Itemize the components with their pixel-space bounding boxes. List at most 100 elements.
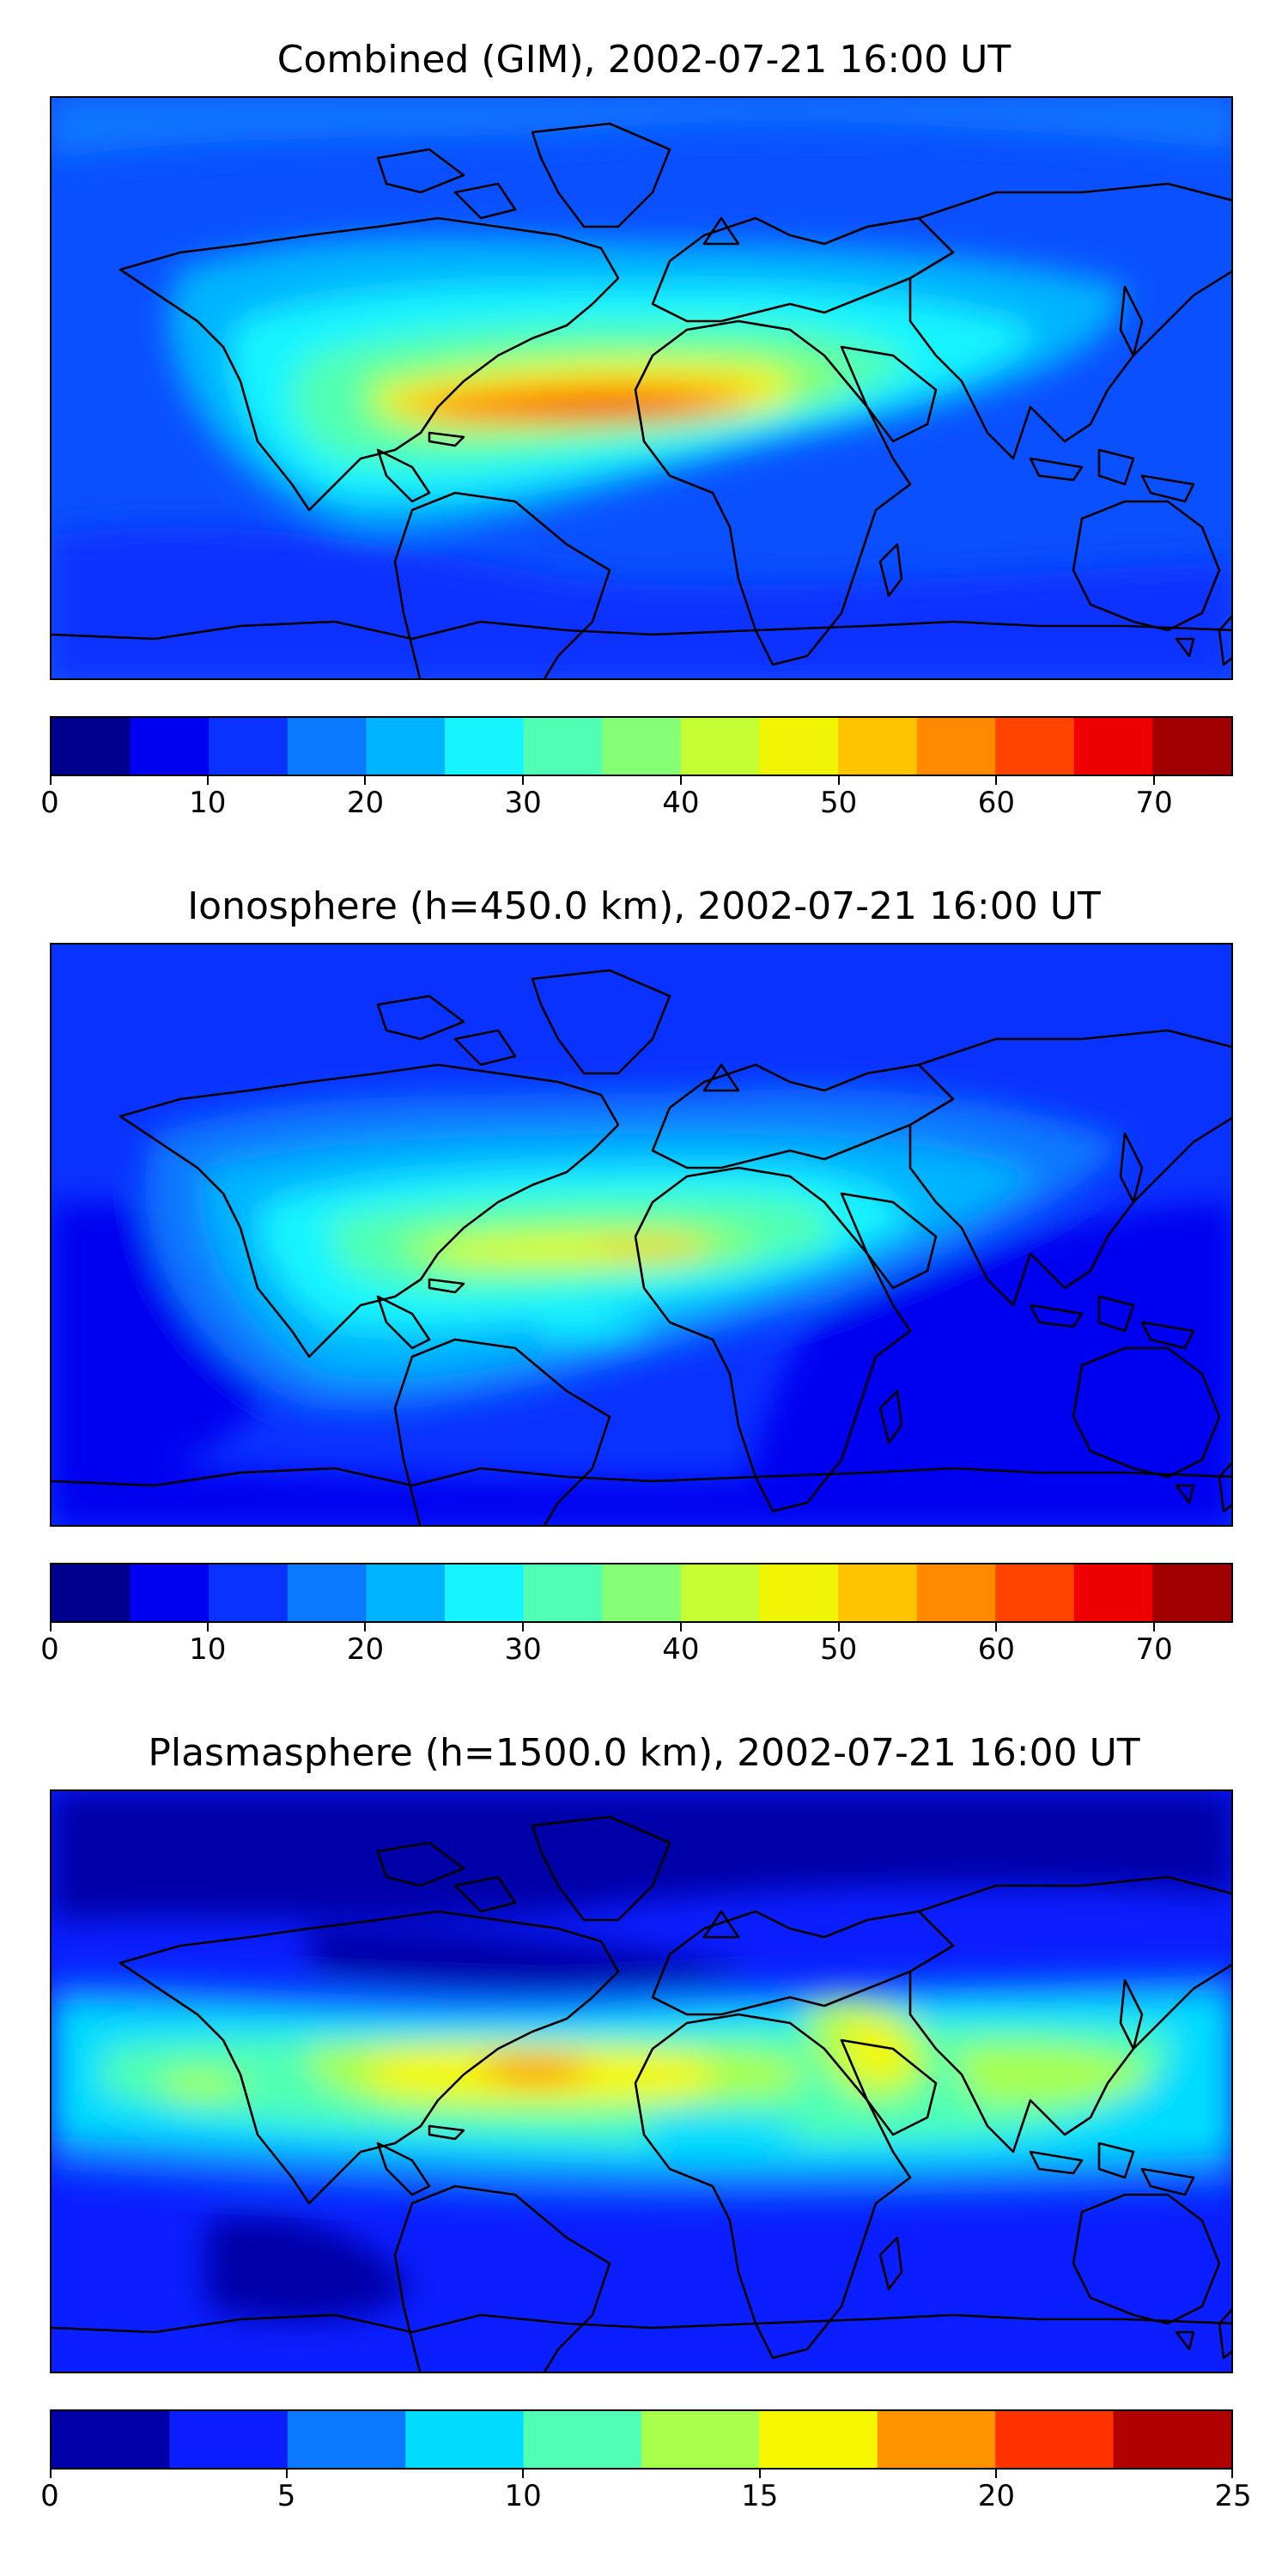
colorbar-swatch	[995, 2411, 1115, 2468]
colorbar-swatch	[916, 1564, 996, 1621]
colorbar-tick-label: 40	[662, 1632, 700, 1667]
colorbar-tick-label: 30	[504, 1632, 542, 1667]
colorbar-tick-mark	[50, 1623, 52, 1631]
colorbar-swatch	[287, 718, 367, 775]
colorbar-tick-label: 60	[977, 1632, 1016, 1667]
colorbar-swatch	[287, 2411, 406, 2468]
colorbar-swatch	[680, 718, 760, 775]
colorbar-tick-mark	[206, 1623, 209, 1631]
colorbar-tick-mark	[837, 776, 840, 785]
colorbar-swatch	[209, 718, 289, 775]
colorbar-tick-mark	[995, 1623, 998, 1631]
colorbar-swatch	[877, 2411, 996, 2468]
tec-map-plasmasphere	[50, 1789, 1233, 2373]
colorbar-tick-label: 0	[40, 786, 59, 820]
colorbar-tick-mark	[522, 776, 525, 785]
colorbar-swatch	[130, 718, 210, 775]
colorbar-tick-mark	[679, 776, 682, 785]
colorbar-tick-label: 40	[662, 786, 700, 820]
colorbar-swatch	[523, 1564, 603, 1621]
contour-field	[52, 98, 1231, 678]
colorbar-tick-label: 0	[40, 1632, 59, 1667]
colorbar-tick-label: 15	[741, 2479, 779, 2513]
colorbar-swatch	[52, 1564, 131, 1621]
colorbar-tick-mark	[995, 776, 998, 785]
colorbar-tick-mark	[364, 1623, 367, 1631]
colorbar-swatch	[1113, 2411, 1231, 2468]
colorbar-ticks: 0 5 10 15 20 25	[40, 2470, 1252, 2521]
colorbar-swatch	[759, 718, 839, 775]
colorbar-tick-label: 5	[276, 2479, 296, 2513]
tec-map-ionosphere	[50, 943, 1233, 1527]
colorbar-tick-label: 50	[820, 1632, 858, 1667]
colorbar-tick-label: 20	[346, 786, 385, 820]
colorbar-swatch	[523, 718, 603, 775]
colorbar-tick-label: 20	[346, 1632, 385, 1667]
colorbar-swatch	[602, 1564, 682, 1621]
colorbar-ticks: 0 10 20 30 40 50 60 70	[40, 776, 1233, 828]
colorbar-tick-label: 10	[504, 2479, 542, 2513]
contour-field	[52, 945, 1231, 1525]
colorbar-tick-label: 10	[189, 786, 227, 820]
colorbar-tick-mark	[1153, 776, 1156, 785]
colorbar-swatch	[52, 718, 131, 775]
colorbar-swatch	[209, 1564, 289, 1621]
colorbar-tick-label: 60	[977, 786, 1016, 820]
colorbar-swatch	[759, 2411, 878, 2468]
colorbar-swatch	[287, 1564, 367, 1621]
colorbar-swatch	[1152, 718, 1231, 775]
colorbar-swatch	[169, 2411, 289, 2468]
colorbar-tick-mark	[758, 2470, 761, 2478]
colorbar-ionosphere	[50, 1563, 1233, 1623]
colorbar-swatch	[916, 718, 996, 775]
colorbar-tick-mark	[364, 776, 367, 785]
colorbar-swatch	[445, 1564, 525, 1621]
colorbar-swatch	[366, 718, 446, 775]
colorbar-swatch	[366, 1564, 446, 1621]
colorbar-swatch	[52, 2411, 170, 2468]
colorbar-swatch	[523, 2411, 642, 2468]
colorbar-swatch	[1073, 718, 1153, 775]
colorbar-tick-mark	[50, 776, 52, 785]
colorbar-tick-mark	[1231, 2470, 1233, 2478]
colorbar-tick-mark	[1153, 1623, 1156, 1631]
panel-title: Combined (GIM), 2002-07-21 16:00 UT	[276, 38, 1012, 82]
colorbar-swatch	[759, 1564, 839, 1621]
colorbar-swatches	[52, 2411, 1231, 2468]
colorbar-tick-mark	[522, 2470, 525, 2478]
colorbar-tick-label: 25	[1214, 2479, 1252, 2513]
colorbar-plasmasphere	[50, 2409, 1233, 2470]
colorbar-tick-mark	[206, 776, 209, 785]
colorbar-swatch	[838, 718, 918, 775]
colorbar-tick-label: 0	[40, 2479, 59, 2513]
colorbar-swatch	[838, 1564, 918, 1621]
colorbar-swatches	[52, 718, 1231, 775]
colorbar-ticks: 0 10 20 30 40 50 60 70	[40, 1623, 1233, 1674]
contour-field	[52, 1791, 1231, 2372]
panel-title: Plasmasphere (h=1500.0 km), 2002-07-21 1…	[148, 1731, 1140, 1775]
colorbar-swatches	[52, 1564, 1231, 1621]
colorbar-tick-label: 70	[1135, 786, 1173, 820]
colorbar-swatch	[405, 2411, 525, 2468]
colorbar-tick-mark	[522, 1623, 525, 1631]
panel-title: Ionosphere (h=450.0 km), 2002-07-21 16:0…	[187, 884, 1101, 928]
colorbar-tick-label: 70	[1135, 1632, 1173, 1667]
colorbar-swatch	[602, 718, 682, 775]
colorbar-tick-mark	[679, 1623, 682, 1631]
colorbar-swatch	[995, 718, 1075, 775]
colorbar-tick-mark	[995, 2470, 998, 2478]
colorbar-tick-mark	[285, 2470, 288, 2478]
colorbar-swatch	[641, 2411, 760, 2468]
colorbar-swatch	[1073, 1564, 1153, 1621]
colorbar-tick-mark	[50, 2470, 52, 2478]
colorbar-combined	[50, 716, 1233, 776]
tec-map-combined	[50, 96, 1233, 680]
colorbar-tick-label: 10	[189, 1632, 227, 1667]
colorbar-swatch	[445, 718, 525, 775]
colorbar-swatch	[1152, 1564, 1231, 1621]
colorbar-swatch	[680, 1564, 760, 1621]
colorbar-tick-label: 30	[504, 786, 542, 820]
colorbar-swatch	[995, 1564, 1075, 1621]
colorbar-tick-label: 20	[977, 2479, 1016, 2513]
colorbar-tick-mark	[837, 1623, 840, 1631]
